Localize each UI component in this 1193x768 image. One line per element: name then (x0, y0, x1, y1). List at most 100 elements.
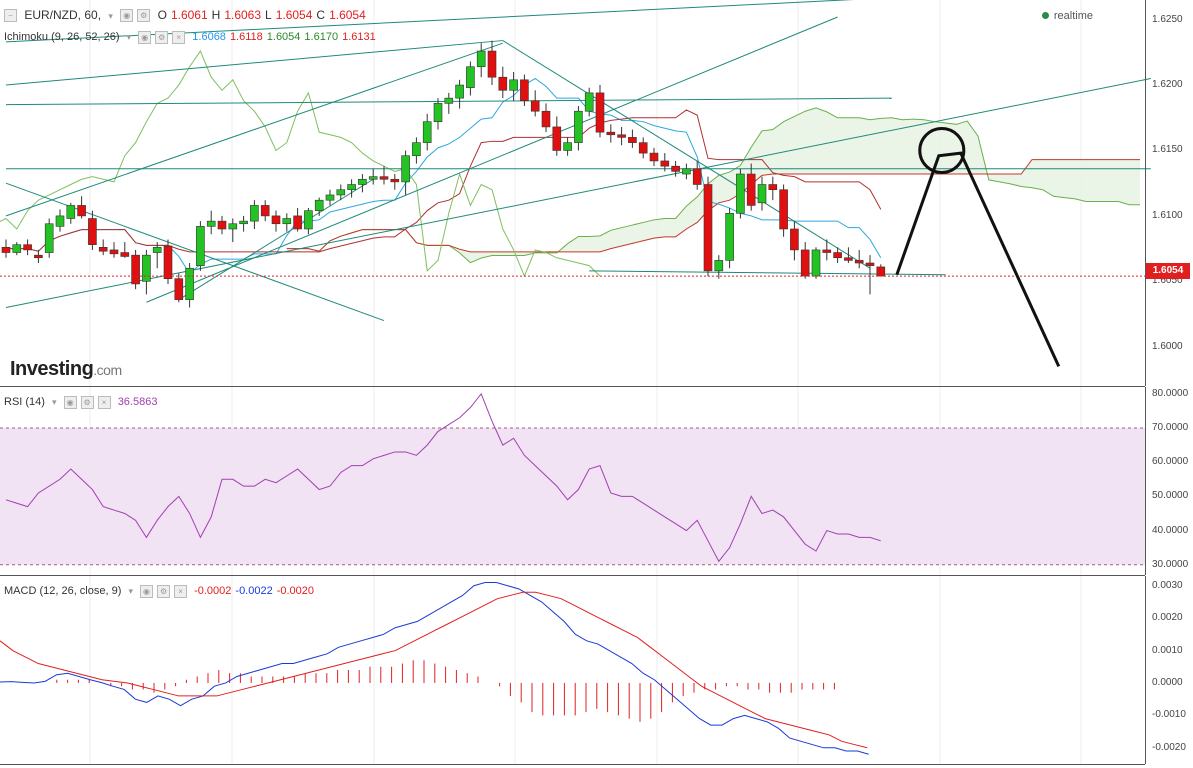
symbol-legend: − EUR/NZD, 60, ▾ ◉ ⚙ O 1.6061 H 1.6063 L 1.605… (4, 8, 374, 23)
logo-text: Investing (10, 358, 94, 380)
candle-body (757, 184, 767, 204)
eye-icon[interactable]: ◉ (63, 396, 77, 409)
axis-tick-label: 60.0000 (1152, 456, 1189, 468)
candle (412, 137, 421, 164)
candle (466, 61, 475, 96)
candle (260, 200, 270, 222)
gear-icon[interactable]: ⚙ (157, 585, 171, 598)
candle-body (509, 79, 518, 91)
candle (768, 176, 778, 201)
candle-body (109, 249, 119, 255)
collapse-icon[interactable]: − (4, 9, 17, 23)
candle (822, 239, 832, 261)
rsi-axis[interactable]: 80.0000 70.0000 60.0000 50.0000 40.0000 30.00… (1145, 387, 1193, 575)
macd-label: MACD (12, 26, close, 9) (4, 585, 122, 598)
eye-icon[interactable]: ◉ (120, 9, 134, 23)
candle-body (336, 189, 346, 196)
candle (368, 168, 378, 185)
candle (196, 221, 205, 271)
candle (552, 116, 562, 156)
price-pane[interactable]: − EUR/NZD, 60, ▾ ◉ ⚙ O 1.6061 H 1.6063 L 1.605… (0, 0, 1151, 387)
candle-body (293, 215, 302, 230)
candle (800, 242, 810, 279)
candle (336, 184, 346, 201)
axis-tick-label: 50.0000 (1152, 490, 1189, 502)
candle-body (574, 110, 583, 143)
candle (131, 249, 140, 290)
rsi-chart[interactable] (0, 387, 1145, 575)
eye-icon[interactable]: ◉ (140, 585, 154, 598)
candle (444, 92, 454, 114)
candle (77, 196, 86, 219)
price-chart[interactable] (0, 0, 1151, 386)
ichimoku-value: 1.6131 (342, 31, 376, 44)
ohlc-value: 1.6054 (329, 8, 366, 22)
candle-body (692, 168, 702, 185)
candle (206, 210, 216, 235)
candle-body (638, 142, 648, 154)
axis-tick-label: 1.6000 (1152, 340, 1183, 352)
candle (44, 218, 54, 258)
macd-legend: MACD (12, 26, close, 9) ▾ ◉ ⚙ × -0.0002 -0.… (4, 585, 322, 598)
candle (649, 147, 659, 167)
rsi-pane[interactable]: RSI (14) ▾ ◉ ⚙ × 36.5863 (0, 387, 1145, 576)
candle-body (725, 212, 734, 261)
candle (498, 66, 508, 99)
candle-body (476, 50, 486, 68)
rsi-line (5, 392, 881, 563)
gear-icon[interactable]: ⚙ (155, 31, 169, 44)
realtime-indicator: realtime (1041, 10, 1093, 22)
candle (833, 247, 842, 264)
candle-body (746, 173, 756, 206)
gear-icon[interactable]: ⚙ (80, 396, 94, 409)
trend-line (589, 270, 946, 276)
candle (217, 215, 227, 235)
candle (725, 208, 734, 269)
gear-icon[interactable]: ⚙ (137, 9, 151, 23)
candle-body (736, 173, 745, 214)
axis-tick-label: 0.0000 (1152, 676, 1183, 688)
candle (660, 153, 670, 172)
candle-body (779, 189, 788, 230)
close-icon[interactable]: × (174, 585, 188, 598)
trend-line (146, 16, 838, 303)
macd-axis[interactable]: 0.0030 0.0020 0.0010 0.0000 -0.0010 -0.0020 (1145, 576, 1193, 764)
candle-body (768, 184, 778, 191)
candle-body (444, 97, 454, 104)
candle-body (142, 254, 151, 282)
candle-body (325, 194, 335, 201)
candle-body (368, 176, 378, 180)
candle-body (844, 257, 853, 261)
candle (271, 210, 281, 232)
candle (617, 126, 626, 146)
candle (703, 176, 713, 277)
chevron-down-icon[interactable]: ▾ (108, 11, 113, 21)
candle-body (412, 142, 421, 157)
candle (638, 137, 648, 159)
candle (239, 215, 248, 232)
ichimoku-cloud (286, 107, 1140, 263)
candle-body (703, 184, 713, 272)
close-icon[interactable]: × (172, 31, 186, 44)
close-icon[interactable]: × (97, 396, 111, 409)
candle (98, 239, 108, 256)
macd-chart[interactable] (0, 576, 1145, 764)
axis-tick-label: 1.6150 (1152, 144, 1183, 156)
candle-body (876, 266, 886, 277)
axis-tick-label: 1.6050 (1152, 275, 1183, 287)
candle-body (466, 66, 475, 88)
candle-body (530, 100, 540, 112)
chevron-down-icon[interactable]: ▾ (52, 397, 57, 408)
candle (628, 129, 637, 148)
candle (293, 208, 302, 232)
projection-circle (918, 126, 966, 174)
chevron-down-icon[interactable]: ▾ (126, 32, 132, 43)
candle-body (487, 50, 497, 78)
chevron-down-icon[interactable]: ▾ (128, 586, 133, 597)
eye-icon[interactable]: ◉ (138, 31, 152, 44)
candle (109, 242, 119, 258)
candle-body (563, 142, 572, 151)
kijun-line (6, 109, 882, 253)
macd-pane[interactable]: MACD (12, 26, close, 9) ▾ ◉ ⚙ × -0.0002 -0.… (0, 576, 1145, 765)
price-axis[interactable]: 1.6250 1.6200 1.6150 1.6100 1.6050 1.6000 (1145, 0, 1193, 386)
